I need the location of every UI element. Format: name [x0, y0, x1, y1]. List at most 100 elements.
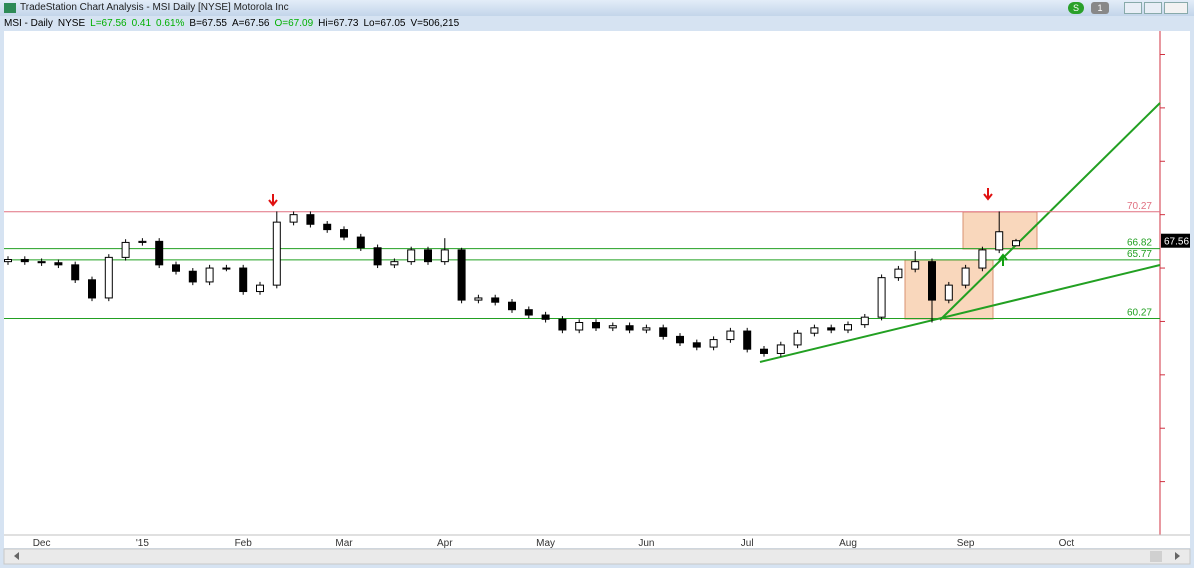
- up-arrow: [998, 253, 1008, 266]
- candle-body: [978, 249, 987, 269]
- candle-body: [289, 214, 298, 223]
- candle-body: [71, 264, 80, 281]
- candle-body: [54, 262, 63, 266]
- candle-body: [995, 231, 1004, 251]
- candle-body: [726, 330, 735, 341]
- close-button[interactable]: [1164, 2, 1188, 14]
- quote-field: Lo=67.05: [363, 18, 406, 29]
- candle-body: [743, 330, 752, 350]
- candle-body: [424, 249, 432, 263]
- minimize-button[interactable]: [1124, 2, 1142, 14]
- candle-body: [340, 229, 348, 238]
- one-button[interactable]: 1: [1091, 2, 1109, 14]
- candle-body: [188, 270, 197, 283]
- candle-body: [373, 247, 382, 266]
- level-label: 60.27: [1127, 308, 1152, 319]
- candle-body: [944, 284, 953, 301]
- candle-body: [608, 325, 617, 329]
- title-bar: TradeStation Chart Analysis - MSI Daily …: [0, 0, 1194, 16]
- candle-body: [776, 344, 785, 354]
- candle-body: [306, 214, 315, 225]
- candle-body: [356, 236, 365, 249]
- candle-body: [961, 267, 970, 286]
- level-label: 65.77: [1127, 249, 1152, 260]
- scroll-right[interactable]: [1175, 552, 1180, 560]
- x-tick-label: May: [536, 538, 555, 549]
- candle-body: [860, 316, 869, 326]
- down-arrow: [268, 194, 278, 207]
- window-title: TradeStation Chart Analysis - MSI Daily …: [20, 2, 289, 13]
- candle-body: [760, 348, 768, 354]
- candle-body: [37, 261, 46, 264]
- quote-field: NYSE: [57, 18, 86, 29]
- maximize-button[interactable]: [1144, 2, 1162, 14]
- x-tick-label: Apr: [437, 538, 453, 549]
- quote-field: O=67.09: [274, 18, 314, 29]
- candle-body: [4, 259, 12, 263]
- quote-field: A=67.56: [231, 18, 270, 29]
- x-tick-label: Mar: [335, 538, 353, 549]
- candle-body: [440, 249, 449, 263]
- candle-body: [205, 267, 214, 283]
- candle-body: [323, 223, 332, 231]
- candle-body: [575, 322, 584, 331]
- candle-body: [491, 297, 500, 303]
- candle-body: [642, 327, 651, 331]
- last-price-box: [1161, 233, 1190, 248]
- x-tick-label: Dec: [33, 538, 51, 549]
- app-icon: [4, 3, 16, 13]
- candle-body: [256, 284, 264, 293]
- scrollbar[interactable]: [3, 548, 1191, 565]
- s-button[interactable]: S: [1068, 2, 1084, 14]
- candle-body: [692, 342, 701, 348]
- candle-body: [911, 261, 920, 270]
- quote-field: L=67.56: [90, 18, 127, 29]
- level-label: 70.27: [1127, 201, 1152, 212]
- candle-body: [390, 261, 399, 266]
- candle-body: [239, 267, 248, 293]
- quote-field: 0.41: [131, 18, 152, 29]
- candle-body: [676, 335, 684, 344]
- x-tick-label: Oct: [1059, 538, 1075, 549]
- candle-body: [155, 240, 164, 266]
- quote-field: V=506,215: [410, 18, 460, 29]
- candle-body: [877, 277, 886, 318]
- candle-body: [138, 240, 147, 243]
- last-price-label: 67.56: [1164, 237, 1189, 248]
- candle-body: [407, 249, 416, 263]
- candle-body: [844, 324, 852, 331]
- candle-body: [709, 339, 718, 348]
- candle-body: [659, 327, 668, 337]
- candle-body: [172, 264, 180, 272]
- down-arrow: [983, 188, 993, 201]
- candle-body: [222, 267, 231, 270]
- quote-field: 0.61%: [156, 18, 185, 29]
- candle-body: [104, 256, 113, 299]
- trend-line: [759, 264, 1161, 363]
- x-tick-label: '15: [136, 538, 149, 549]
- candle-body: [928, 261, 936, 301]
- quote-field: MSI - Daily: [4, 18, 53, 29]
- candle-body: [894, 268, 903, 279]
- quote-header: MSI - Daily NYSE L=67.56 0.41 0.61% B=67.55 A=…: [4, 17, 464, 31]
- level-label: 66.82: [1127, 238, 1152, 249]
- candle-body: [121, 241, 130, 258]
- candle-body: [524, 309, 533, 316]
- plot-background: [4, 31, 1190, 548]
- candle-body: [541, 314, 550, 320]
- quote-field: Hi=67.73: [318, 18, 359, 29]
- candle-body: [88, 279, 96, 299]
- x-tick-label: Aug: [839, 538, 857, 549]
- candle-body: [272, 221, 281, 286]
- x-tick-label: Sep: [957, 538, 975, 549]
- x-tick-label: Feb: [235, 538, 253, 549]
- x-tick-label: Jul: [741, 538, 754, 549]
- scroll-thumb[interactable]: [1150, 551, 1162, 562]
- scroll-left[interactable]: [14, 552, 19, 560]
- quote-field: B=67.55: [189, 18, 227, 29]
- candle-body: [625, 325, 634, 331]
- candle-body: [20, 259, 29, 263]
- candle-body: [457, 249, 466, 301]
